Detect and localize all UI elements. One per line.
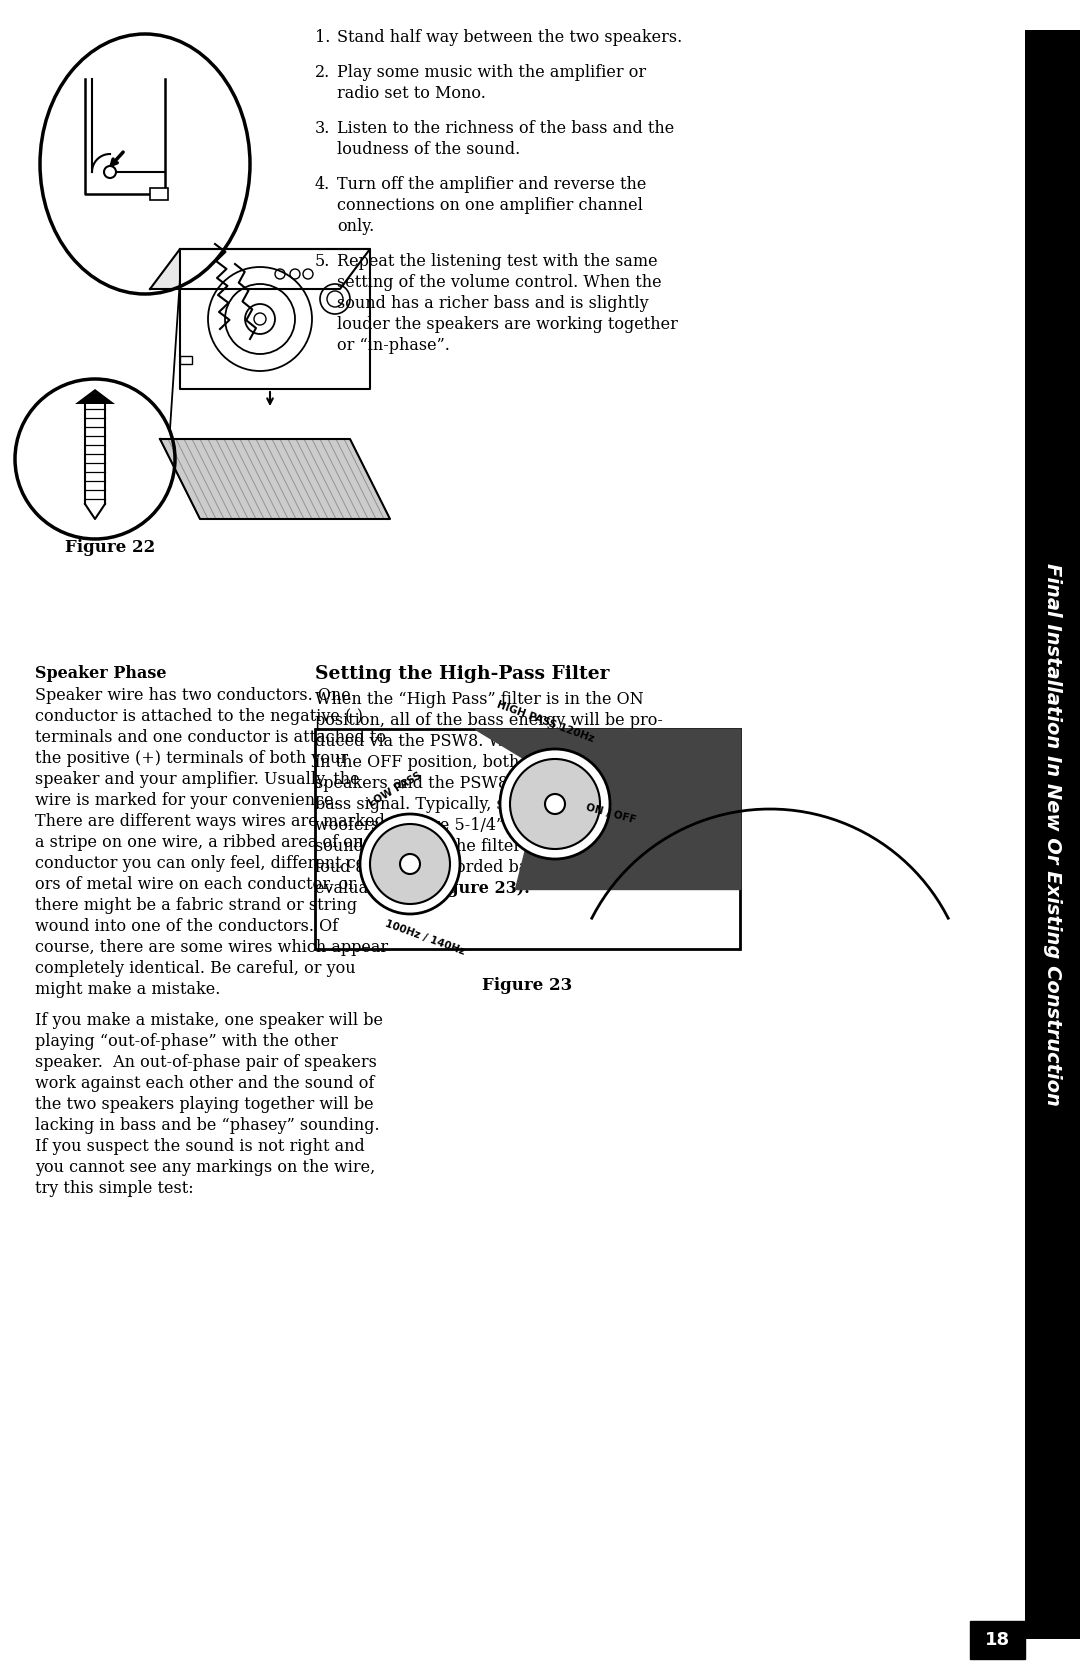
Text: lacking in bass and be “phasey” sounding.: lacking in bass and be “phasey” sounding… xyxy=(35,1117,380,1133)
Circle shape xyxy=(400,855,420,875)
Bar xyxy=(315,729,740,950)
Text: Listen to the richness of the bass and the: Listen to the richness of the bass and t… xyxy=(337,120,674,137)
Bar xyxy=(180,355,192,364)
Text: Stand half way between the two speakers.: Stand half way between the two speakers. xyxy=(337,28,683,47)
Text: wound into one of the conductors. Of: wound into one of the conductors. Of xyxy=(35,918,338,935)
Text: ors of metal wire on each conductor, or: ors of metal wire on each conductor, or xyxy=(35,876,356,893)
Text: loudness of the sound.: loudness of the sound. xyxy=(337,140,521,159)
Text: a stripe on one wire, a ribbed area of one: a stripe on one wire, a ribbed area of o… xyxy=(35,834,373,851)
Text: Speaker wire has two conductors. One: Speaker wire has two conductors. One xyxy=(35,688,351,704)
Text: 2.: 2. xyxy=(315,63,330,82)
Text: or “in-phase”.: or “in-phase”. xyxy=(337,337,450,354)
Text: try this simple test:: try this simple test: xyxy=(35,1180,193,1197)
Text: conductor is attached to the negative (-): conductor is attached to the negative (-… xyxy=(35,708,363,724)
Circle shape xyxy=(104,165,116,179)
Circle shape xyxy=(360,814,460,915)
Circle shape xyxy=(370,824,450,905)
Text: When the “High Pass” filter is in the ON: When the “High Pass” filter is in the ON xyxy=(315,691,644,708)
Circle shape xyxy=(510,759,600,850)
Circle shape xyxy=(500,749,610,860)
Text: 18: 18 xyxy=(985,1631,1010,1649)
Text: might make a mistake.: might make a mistake. xyxy=(35,981,220,998)
Text: position, all of the bass energy will be pro-: position, all of the bass energy will be… xyxy=(315,713,663,729)
Polygon shape xyxy=(160,439,390,519)
Text: Figure 22: Figure 22 xyxy=(65,539,156,556)
Text: louder the speakers are working together: louder the speakers are working together xyxy=(337,315,678,334)
Text: in the OFF position, both the satellite: in the OFF position, both the satellite xyxy=(315,754,621,771)
Text: connections on one amplifier channel: connections on one amplifier channel xyxy=(337,197,643,214)
Text: ON / OFF: ON / OFF xyxy=(585,803,637,826)
Text: 1.: 1. xyxy=(315,28,330,47)
Circle shape xyxy=(291,269,300,279)
Text: Turn off the amplifier and reverse the: Turn off the amplifier and reverse the xyxy=(337,175,646,194)
Text: 3.: 3. xyxy=(315,120,330,137)
Text: evaluate: evaluate xyxy=(315,880,389,896)
Text: sound has a richer bass and is slightly: sound has a richer bass and is slightly xyxy=(337,295,649,312)
Text: Final Installation In New Or Existing Construction: Final Installation In New Or Existing Co… xyxy=(1043,562,1062,1107)
Text: HIGH PASS 120Hz: HIGH PASS 120Hz xyxy=(495,699,595,744)
Text: only.: only. xyxy=(337,219,375,235)
Text: duced via the PSW8. When the switch is: duced via the PSW8. When the switch is xyxy=(315,733,644,749)
Text: 4.: 4. xyxy=(315,175,330,194)
Text: (See Figure 23).: (See Figure 23). xyxy=(384,880,530,896)
Text: setting of the volume control. When the: setting of the volume control. When the xyxy=(337,274,662,290)
Text: playing “out-of-phase” with the other: playing “out-of-phase” with the other xyxy=(35,1033,338,1050)
Text: speakers and the PSW8 will reproduce the: speakers and the PSW8 will reproduce the xyxy=(315,774,663,793)
Circle shape xyxy=(303,269,313,279)
Text: Setting the High-Pass Filter: Setting the High-Pass Filter xyxy=(315,664,609,683)
Text: If you make a mistake, one speaker will be: If you make a mistake, one speaker will … xyxy=(35,1011,383,1030)
Text: terminals and one conductor is attached to: terminals and one conductor is attached … xyxy=(35,729,386,746)
Bar xyxy=(970,1621,1025,1659)
Text: radio set to Mono.: radio set to Mono. xyxy=(337,85,486,102)
Text: loud and well recorded bass passage to: loud and well recorded bass passage to xyxy=(315,860,636,876)
Polygon shape xyxy=(180,249,370,389)
Text: 100Hz / 140Hz: 100Hz / 140Hz xyxy=(383,920,467,958)
Text: speaker.  An out-of-phase pair of speakers: speaker. An out-of-phase pair of speaker… xyxy=(35,1055,377,1071)
Text: wire is marked for your convenience.: wire is marked for your convenience. xyxy=(35,793,339,809)
Text: the two speakers playing together will be: the two speakers playing together will b… xyxy=(35,1097,374,1113)
Polygon shape xyxy=(150,249,370,289)
Text: course, there are some wires which appear: course, there are some wires which appea… xyxy=(35,940,388,956)
Text: work against each other and the sound of: work against each other and the sound of xyxy=(35,1075,375,1092)
Polygon shape xyxy=(475,729,740,890)
Text: there might be a fabric strand or string: there might be a fabric strand or string xyxy=(35,896,357,915)
Circle shape xyxy=(545,794,565,814)
Polygon shape xyxy=(515,729,740,890)
Text: sound best with the filter on. Listen to a: sound best with the filter on. Listen to… xyxy=(315,838,643,855)
Text: the positive (+) terminals of both your: the positive (+) terminals of both your xyxy=(35,749,348,768)
Text: you cannot see any markings on the wire,: you cannot see any markings on the wire, xyxy=(35,1158,375,1177)
Text: completely identical. Be careful, or you: completely identical. Be careful, or you xyxy=(35,960,355,976)
Text: Play some music with the amplifier or: Play some music with the amplifier or xyxy=(337,63,646,82)
Text: Figure 23: Figure 23 xyxy=(483,976,572,995)
Text: Repeat the listening test with the same: Repeat the listening test with the same xyxy=(337,254,658,270)
Text: If you suspect the sound is not right and: If you suspect the sound is not right an… xyxy=(35,1138,365,1155)
Text: bass signal. Typically, satellites with: bass signal. Typically, satellites with xyxy=(315,796,611,813)
Bar xyxy=(1025,30,1080,1639)
Bar xyxy=(150,189,168,200)
Text: conductor you can only feel, different col-: conductor you can only feel, different c… xyxy=(35,855,376,871)
Polygon shape xyxy=(75,389,114,404)
Text: woofers that are 5-1/4” or smaller will: woofers that are 5-1/4” or smaller will xyxy=(315,818,627,834)
Text: There are different ways wires are marked:: There are different ways wires are marke… xyxy=(35,813,390,829)
Text: 5.: 5. xyxy=(315,254,330,270)
Text: speaker and your amplifier. Usually, the: speaker and your amplifier. Usually, the xyxy=(35,771,360,788)
Circle shape xyxy=(275,269,285,279)
Text: Speaker Phase: Speaker Phase xyxy=(35,664,166,683)
Text: LOW PASS: LOW PASS xyxy=(367,771,423,809)
